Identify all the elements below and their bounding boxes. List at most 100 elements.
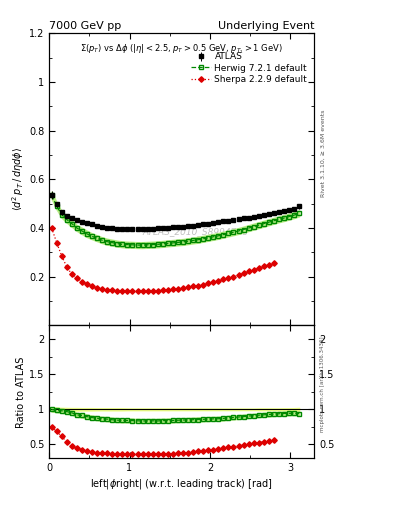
Herwig 7.2.1 default bbox=[201, 236, 206, 242]
Sherpa 2.2.9 default bbox=[140, 288, 145, 294]
Herwig 7.2.1 default bbox=[221, 231, 226, 238]
Sherpa 2.2.9 default bbox=[266, 262, 271, 268]
Herwig 7.2.1 default bbox=[236, 228, 241, 234]
Sherpa 2.2.9 default bbox=[49, 225, 54, 231]
Herwig 7.2.1 default bbox=[216, 233, 221, 239]
Sherpa 2.2.9 default bbox=[211, 279, 216, 285]
Herwig 7.2.1 default bbox=[155, 241, 160, 247]
Sherpa 2.2.9 default bbox=[64, 264, 69, 270]
Sherpa 2.2.9 default bbox=[54, 240, 59, 246]
Herwig 7.2.1 default bbox=[282, 215, 286, 221]
Text: Rivet 3.1.10, ≥ 3.6M events: Rivet 3.1.10, ≥ 3.6M events bbox=[320, 110, 325, 197]
Herwig 7.2.1 default bbox=[261, 221, 266, 227]
Herwig 7.2.1 default bbox=[191, 238, 195, 244]
Sherpa 2.2.9 default bbox=[272, 260, 276, 266]
Herwig 7.2.1 default bbox=[135, 242, 140, 248]
Herwig 7.2.1 default bbox=[165, 240, 170, 246]
Sherpa 2.2.9 default bbox=[241, 270, 246, 276]
Sherpa 2.2.9 default bbox=[145, 288, 150, 294]
Sherpa 2.2.9 default bbox=[84, 281, 89, 287]
Text: mcplots.cern.ch [arXiv:1306.3436]: mcplots.cern.ch [arXiv:1306.3436] bbox=[320, 336, 325, 432]
Sherpa 2.2.9 default bbox=[110, 287, 115, 293]
Herwig 7.2.1 default bbox=[49, 192, 54, 198]
Herwig 7.2.1 default bbox=[105, 239, 110, 245]
Herwig 7.2.1 default bbox=[140, 242, 145, 248]
Herwig 7.2.1 default bbox=[84, 231, 89, 237]
Sherpa 2.2.9 default bbox=[105, 287, 110, 293]
Sherpa 2.2.9 default bbox=[236, 272, 241, 278]
Herwig 7.2.1 default bbox=[120, 241, 125, 247]
Herwig 7.2.1 default bbox=[145, 242, 150, 248]
Herwig 7.2.1 default bbox=[171, 240, 175, 246]
Herwig 7.2.1 default bbox=[115, 241, 120, 247]
Herwig 7.2.1 default bbox=[252, 224, 256, 230]
Herwig 7.2.1 default bbox=[272, 218, 276, 224]
Sherpa 2.2.9 default bbox=[261, 263, 266, 269]
Herwig 7.2.1 default bbox=[125, 242, 130, 248]
Sherpa 2.2.9 default bbox=[221, 276, 226, 283]
Herwig 7.2.1 default bbox=[196, 237, 200, 243]
Herwig 7.2.1 default bbox=[80, 228, 84, 234]
Sherpa 2.2.9 default bbox=[176, 286, 180, 292]
Herwig 7.2.1 default bbox=[130, 242, 135, 248]
Herwig 7.2.1 default bbox=[241, 226, 246, 232]
Herwig 7.2.1 default bbox=[246, 225, 251, 231]
Sherpa 2.2.9 default bbox=[155, 288, 160, 294]
Herwig 7.2.1 default bbox=[150, 242, 155, 248]
Y-axis label: Ratio to ATLAS: Ratio to ATLAS bbox=[16, 356, 26, 428]
Herwig 7.2.1 default bbox=[59, 211, 64, 218]
Herwig 7.2.1 default bbox=[256, 222, 261, 228]
Sherpa 2.2.9 default bbox=[191, 284, 195, 290]
Sherpa 2.2.9 default bbox=[115, 288, 120, 294]
Herwig 7.2.1 default bbox=[286, 214, 291, 220]
Sherpa 2.2.9 default bbox=[246, 268, 251, 274]
Herwig 7.2.1 default bbox=[75, 225, 79, 231]
Herwig 7.2.1 default bbox=[110, 240, 115, 246]
Sherpa 2.2.9 default bbox=[100, 286, 105, 292]
Sherpa 2.2.9 default bbox=[59, 253, 64, 259]
Herwig 7.2.1 default bbox=[64, 217, 69, 223]
Sherpa 2.2.9 default bbox=[171, 286, 175, 292]
Herwig 7.2.1 default bbox=[100, 237, 105, 243]
Sherpa 2.2.9 default bbox=[80, 279, 84, 285]
Herwig 7.2.1 default bbox=[277, 216, 281, 222]
Sherpa 2.2.9 default bbox=[201, 282, 206, 288]
Legend: ATLAS, Herwig 7.2.1 default, Sherpa 2.2.9 default: ATLAS, Herwig 7.2.1 default, Sherpa 2.2.… bbox=[191, 52, 307, 84]
Herwig 7.2.1 default bbox=[181, 239, 185, 245]
Sherpa 2.2.9 default bbox=[70, 271, 74, 278]
Sherpa 2.2.9 default bbox=[196, 283, 200, 289]
Sherpa 2.2.9 default bbox=[226, 275, 231, 281]
Herwig 7.2.1 default bbox=[206, 234, 211, 241]
Sherpa 2.2.9 default bbox=[165, 287, 170, 293]
Herwig 7.2.1 default bbox=[266, 219, 271, 225]
Sherpa 2.2.9 default bbox=[256, 265, 261, 271]
Herwig 7.2.1 default bbox=[54, 203, 59, 209]
Sherpa 2.2.9 default bbox=[181, 285, 185, 291]
Herwig 7.2.1 default bbox=[231, 229, 236, 236]
Sherpa 2.2.9 default bbox=[135, 288, 140, 294]
Sherpa 2.2.9 default bbox=[75, 275, 79, 281]
Text: $\Sigma(p_T)$ vs $\Delta\phi$ ($|\eta| < 2.5$, $p_T > 0.5$ GeV, $p_{T_1} > 1$ Ge: $\Sigma(p_T)$ vs $\Delta\phi$ ($|\eta| <… bbox=[80, 42, 283, 56]
Y-axis label: $\langle d^2\,p_T\,/\,d\eta d\phi\rangle$: $\langle d^2\,p_T\,/\,d\eta d\phi\rangle… bbox=[10, 147, 26, 211]
Sherpa 2.2.9 default bbox=[125, 288, 130, 294]
Herwig 7.2.1 default bbox=[185, 238, 190, 244]
Sherpa 2.2.9 default bbox=[160, 287, 165, 293]
Herwig 7.2.1 default bbox=[90, 233, 94, 240]
Sherpa 2.2.9 default bbox=[231, 273, 236, 280]
Sherpa 2.2.9 default bbox=[150, 288, 155, 294]
Text: ATLAS_2010_S8994728: ATLAS_2010_S8994728 bbox=[142, 227, 248, 237]
Sherpa 2.2.9 default bbox=[185, 284, 190, 290]
Sherpa 2.2.9 default bbox=[216, 278, 221, 284]
Herwig 7.2.1 default bbox=[70, 221, 74, 227]
Herwig 7.2.1 default bbox=[160, 241, 165, 247]
Sherpa 2.2.9 default bbox=[206, 280, 211, 286]
Herwig 7.2.1 default bbox=[211, 234, 216, 240]
Sherpa 2.2.9 default bbox=[95, 285, 99, 291]
Line: Sherpa 2.2.9 default: Sherpa 2.2.9 default bbox=[50, 226, 276, 293]
Sherpa 2.2.9 default bbox=[130, 288, 135, 294]
Line: Herwig 7.2.1 default: Herwig 7.2.1 default bbox=[50, 193, 301, 247]
Herwig 7.2.1 default bbox=[297, 210, 301, 217]
Text: Underlying Event: Underlying Event bbox=[218, 20, 314, 31]
Herwig 7.2.1 default bbox=[176, 239, 180, 245]
Herwig 7.2.1 default bbox=[95, 235, 99, 241]
